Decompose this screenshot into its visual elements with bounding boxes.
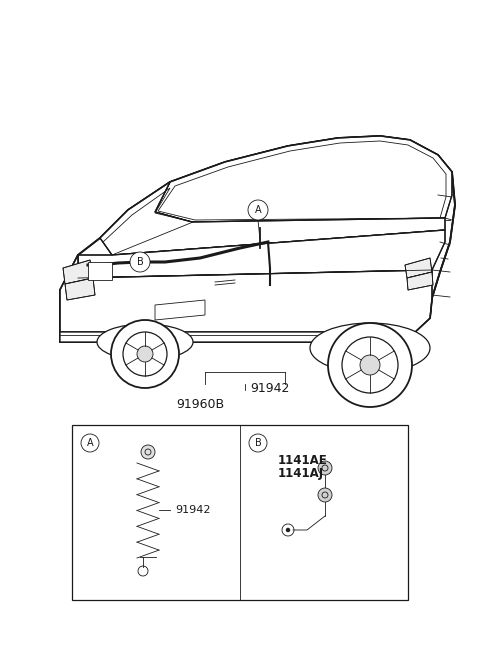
Circle shape (318, 461, 332, 475)
Polygon shape (407, 272, 433, 290)
Text: B: B (137, 257, 144, 267)
Circle shape (249, 434, 267, 452)
Text: 91960B: 91960B (176, 398, 224, 411)
Text: 1141AE: 1141AE (278, 453, 328, 466)
Polygon shape (60, 136, 455, 342)
Circle shape (141, 445, 155, 459)
Circle shape (137, 346, 153, 362)
Polygon shape (78, 230, 445, 278)
Circle shape (318, 488, 332, 502)
Circle shape (130, 252, 150, 272)
Ellipse shape (97, 324, 193, 360)
Circle shape (248, 200, 268, 220)
Ellipse shape (310, 323, 430, 373)
Circle shape (286, 528, 290, 532)
Polygon shape (155, 136, 452, 222)
Polygon shape (405, 258, 432, 278)
Circle shape (111, 320, 179, 388)
Text: 91942: 91942 (250, 382, 289, 395)
Text: 91942: 91942 (175, 505, 211, 515)
Text: B: B (254, 438, 262, 448)
Circle shape (328, 323, 412, 407)
Circle shape (92, 266, 100, 274)
Circle shape (81, 434, 99, 452)
Circle shape (360, 355, 380, 375)
Polygon shape (60, 332, 415, 342)
Text: A: A (255, 205, 261, 215)
Bar (88, 262, 112, 280)
Polygon shape (60, 255, 432, 332)
Text: A: A (87, 438, 93, 448)
Polygon shape (100, 182, 445, 255)
Polygon shape (65, 278, 95, 300)
Polygon shape (63, 260, 93, 284)
Bar (72, 425, 408, 600)
Text: 1141AJ: 1141AJ (278, 468, 324, 481)
